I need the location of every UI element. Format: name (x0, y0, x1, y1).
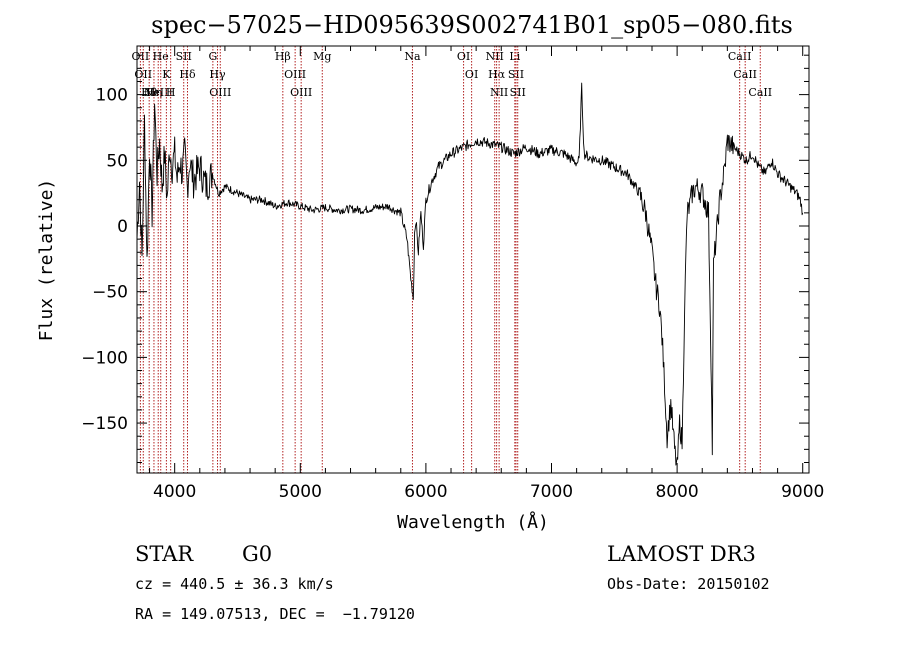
line-label-11: Hγ (209, 68, 226, 81)
line-label-12: OIII (209, 86, 231, 99)
line-label-26: CaII (728, 50, 752, 63)
line-label-13: Hβ (275, 50, 291, 63)
spectral-line-markers: OIIOIIHθHηNeIIIHeKHSIIHδGHγOIIIHβOIIIOII… (132, 46, 772, 473)
y-axis-label: Flux (relative) (36, 179, 57, 342)
observation-date: Obs-Date: 20150102 (607, 575, 770, 593)
line-label-1: OII (134, 68, 152, 81)
x-tick-label: 9000 (781, 482, 824, 502)
coordinates: RA = 149.07513, DEC = −1.79120 (135, 605, 415, 623)
line-label-10: G (208, 50, 217, 63)
y-tick-label: −50 (92, 283, 128, 303)
line-label-15: OIII (290, 86, 312, 99)
x-axis: 4000 5000 6000 7000 8000 9000 (149, 46, 824, 502)
y-axis: 100 50 0 −50 −100 −150 (81, 54, 809, 463)
line-label-0: OII (132, 50, 150, 63)
object-class: STAR (135, 542, 194, 566)
plot-frame (136, 45, 810, 474)
y-tick-label: 50 (106, 151, 128, 171)
object-subclass: G0 (242, 542, 272, 566)
x-tick-label: 4000 (153, 482, 196, 502)
line-label-14: OIII (284, 68, 306, 81)
line-label-23: Li (509, 50, 520, 63)
line-label-22: NII (490, 86, 508, 99)
redshift-value: cz = 440.5 ± 36.3 km/s (135, 575, 334, 593)
x-axis-label: Wavelength (Å) (397, 511, 549, 533)
line-label-16: Mg (313, 50, 331, 63)
x-tick-label: 8000 (655, 482, 698, 502)
line-label-7: H (166, 86, 176, 99)
survey-name: LAMOST DR3 (607, 542, 756, 566)
y-tick-label: −150 (81, 414, 128, 434)
line-label-17: Na (404, 50, 421, 63)
line-label-21: Hα (488, 68, 506, 81)
line-label-28: CaII (748, 86, 772, 99)
line-label-5: He (153, 50, 169, 63)
line-label-9: Hδ (179, 68, 196, 81)
x-tick-label: 6000 (404, 482, 447, 502)
line-label-27: CaII (733, 68, 757, 81)
spectrum-series (136, 82, 804, 466)
line-label-19: OI (465, 68, 478, 81)
y-tick-label: 100 (96, 86, 128, 106)
y-tick-label: −100 (81, 348, 128, 368)
y-tick-label: 0 (117, 217, 128, 237)
x-tick-label: 5000 (279, 482, 322, 502)
line-label-6: K (162, 68, 171, 81)
line-label-8: SII (176, 50, 192, 63)
line-label-24: SII (508, 68, 524, 81)
line-label-25: SII (510, 86, 526, 99)
line-label-18: OI (457, 50, 470, 63)
line-label-20: NII (486, 50, 504, 63)
spectrum-line (136, 82, 804, 466)
x-tick-label: 7000 (530, 482, 573, 502)
chart-title: spec−57025−HD095639S002741B01_sp05−080.f… (151, 11, 793, 39)
line-label-4: NeIII (144, 86, 173, 99)
